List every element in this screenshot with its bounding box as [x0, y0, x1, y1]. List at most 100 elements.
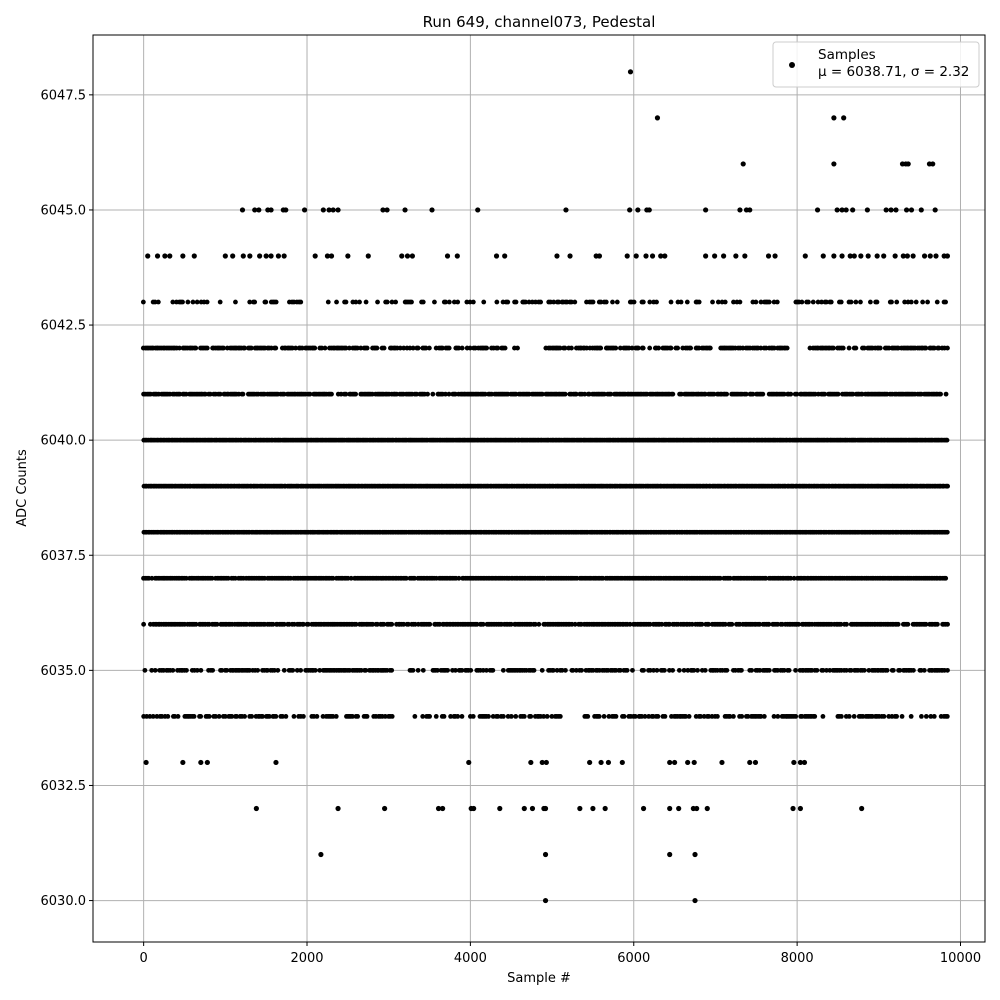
data-point [602, 805, 608, 812]
data-point [528, 714, 534, 719]
data-point [500, 714, 506, 719]
data-point [691, 667, 697, 673]
data-point [557, 714, 563, 719]
data-point [903, 207, 910, 213]
data-point [774, 299, 780, 305]
data-point [801, 759, 808, 766]
data-point [443, 391, 448, 397]
data-point [214, 621, 220, 627]
data-point [944, 529, 950, 535]
data-point [204, 299, 210, 305]
data-point [944, 714, 950, 719]
data-point [180, 253, 186, 259]
data-point [217, 391, 223, 397]
data-point [605, 759, 612, 766]
data-point [433, 714, 439, 719]
data-point [468, 667, 474, 673]
data-point [190, 299, 196, 305]
data-point [847, 253, 853, 259]
data-point [823, 299, 829, 305]
data-point [699, 621, 705, 627]
data-point [335, 207, 341, 213]
data-point [667, 621, 672, 627]
data-point [513, 714, 519, 719]
data-point [913, 299, 919, 305]
data-point [938, 391, 943, 397]
data-point [676, 805, 682, 812]
data-point [706, 714, 712, 719]
data-point [760, 391, 766, 397]
data-point [155, 299, 161, 305]
data-point [786, 667, 792, 673]
data-point [828, 299, 834, 305]
data-point [848, 299, 854, 305]
data-point [627, 621, 633, 627]
data-point [838, 621, 844, 627]
data-point [294, 667, 300, 673]
data-point [919, 714, 924, 719]
data-point [908, 299, 914, 305]
data-point [550, 667, 556, 673]
data-point [851, 714, 857, 719]
data-point [542, 805, 549, 812]
data-point [893, 207, 899, 213]
data-point [923, 621, 929, 627]
data-point [170, 667, 176, 673]
data-point [299, 345, 305, 351]
data-point [874, 253, 880, 259]
data-point [389, 621, 395, 627]
data-point [848, 667, 854, 673]
data-point [667, 851, 673, 858]
data-point [165, 714, 171, 719]
data-point [554, 667, 560, 673]
data-point [275, 253, 282, 259]
data-point [290, 667, 296, 673]
data-point [397, 345, 403, 351]
data-point [508, 621, 514, 627]
data-point [263, 253, 269, 259]
data-point [275, 667, 281, 673]
y-tick-label: 6045.0 [41, 203, 87, 218]
data-point [598, 759, 604, 766]
data-point [402, 207, 408, 213]
data-point [523, 299, 528, 305]
data-point [459, 667, 465, 673]
data-point [435, 805, 442, 812]
data-point [219, 667, 225, 673]
data-point [923, 714, 929, 719]
data-point [791, 575, 797, 581]
data-point [348, 575, 354, 581]
data-point [202, 391, 208, 397]
data-point [283, 714, 289, 719]
data-point [563, 207, 569, 213]
data-point [608, 391, 614, 397]
data-point [497, 805, 503, 812]
data-point [513, 299, 519, 305]
data-point [495, 714, 501, 719]
data-point [658, 253, 664, 259]
data-point [889, 299, 894, 305]
data-point [446, 345, 452, 351]
data-point [639, 714, 645, 719]
x-tick-label: 8000 [781, 951, 814, 966]
y-tick-label: 6037.5 [41, 549, 87, 564]
data-point [355, 714, 361, 719]
data-point [694, 805, 700, 812]
data-point [853, 345, 859, 351]
data-point [410, 345, 416, 351]
data-point [320, 714, 326, 719]
y-ticks: 6030.0 6032.5 6035.0 6037.5 6040.0 6042.5 6045… [41, 88, 93, 909]
data-point [415, 667, 421, 673]
data-point [670, 667, 676, 673]
data-point [393, 299, 399, 305]
data-point [140, 299, 146, 305]
data-point [812, 714, 818, 719]
data-point [268, 207, 274, 213]
data-point [446, 299, 452, 305]
data-point [175, 714, 181, 719]
data-point [193, 621, 199, 627]
data-point [239, 207, 246, 213]
data-point [681, 667, 687, 673]
data-point [353, 621, 359, 627]
data-point [193, 345, 199, 351]
